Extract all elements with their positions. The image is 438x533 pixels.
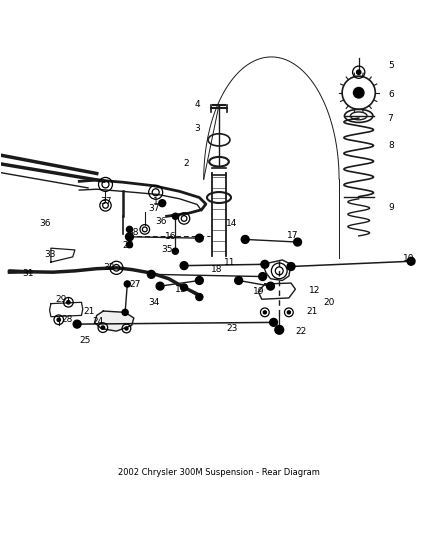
Circle shape xyxy=(270,318,278,326)
Text: 8: 8 xyxy=(389,141,394,150)
Text: 37: 37 xyxy=(148,204,160,213)
Polygon shape xyxy=(95,311,134,331)
Text: 33: 33 xyxy=(44,250,55,259)
Text: 21: 21 xyxy=(306,307,317,316)
Circle shape xyxy=(195,234,203,242)
Circle shape xyxy=(195,277,203,285)
Text: 12: 12 xyxy=(308,286,320,295)
Circle shape xyxy=(287,311,290,314)
Text: 32: 32 xyxy=(103,263,115,272)
Circle shape xyxy=(235,277,243,285)
Text: 29: 29 xyxy=(55,295,67,304)
Circle shape xyxy=(127,227,133,232)
Circle shape xyxy=(156,282,164,290)
Text: 6: 6 xyxy=(389,90,394,99)
Text: 4: 4 xyxy=(194,100,200,109)
Circle shape xyxy=(259,272,267,280)
Text: 1: 1 xyxy=(153,197,159,206)
Text: 20: 20 xyxy=(323,298,335,307)
Circle shape xyxy=(357,70,361,74)
Text: 10: 10 xyxy=(403,254,415,263)
Text: 25: 25 xyxy=(79,336,91,345)
Text: 17: 17 xyxy=(286,231,298,240)
Circle shape xyxy=(241,236,249,244)
Text: 36: 36 xyxy=(155,217,167,226)
Text: 21: 21 xyxy=(83,306,95,316)
Text: 19: 19 xyxy=(175,285,186,294)
Circle shape xyxy=(159,200,166,207)
Circle shape xyxy=(73,320,81,328)
Circle shape xyxy=(196,294,203,301)
Circle shape xyxy=(275,326,284,334)
Circle shape xyxy=(148,270,155,278)
Text: 11: 11 xyxy=(224,257,236,266)
Text: 36: 36 xyxy=(39,219,51,228)
Circle shape xyxy=(67,301,70,304)
Text: 7: 7 xyxy=(388,114,393,123)
Text: 22: 22 xyxy=(296,327,307,336)
Circle shape xyxy=(180,284,187,291)
Circle shape xyxy=(180,262,188,270)
Text: 5: 5 xyxy=(389,61,394,70)
Circle shape xyxy=(353,87,364,98)
Text: 31: 31 xyxy=(22,269,34,278)
Text: 26: 26 xyxy=(123,241,134,250)
Text: 37: 37 xyxy=(101,197,112,206)
Text: 27: 27 xyxy=(130,280,141,289)
Circle shape xyxy=(267,282,275,290)
Text: 18: 18 xyxy=(211,265,223,274)
Circle shape xyxy=(261,261,269,268)
Circle shape xyxy=(57,318,60,321)
Text: 16: 16 xyxy=(165,232,177,241)
Circle shape xyxy=(127,241,133,248)
Text: 14: 14 xyxy=(226,219,237,228)
Circle shape xyxy=(101,326,105,329)
Text: 19: 19 xyxy=(254,287,265,296)
Circle shape xyxy=(293,238,301,246)
Circle shape xyxy=(124,281,131,287)
Circle shape xyxy=(172,248,178,254)
Text: 28: 28 xyxy=(61,315,73,324)
Circle shape xyxy=(287,263,295,270)
Text: 23: 23 xyxy=(226,324,238,333)
Circle shape xyxy=(122,309,128,316)
Text: 9: 9 xyxy=(389,203,394,212)
Circle shape xyxy=(172,213,178,220)
Text: 38: 38 xyxy=(127,228,138,237)
Text: 24: 24 xyxy=(92,318,103,326)
Text: 2002 Chrysler 300M Suspension - Rear Diagram: 2002 Chrysler 300M Suspension - Rear Dia… xyxy=(118,468,320,477)
Circle shape xyxy=(125,327,128,330)
Circle shape xyxy=(263,311,266,314)
Circle shape xyxy=(126,233,134,241)
Text: 35: 35 xyxy=(162,245,173,254)
Text: 2: 2 xyxy=(184,159,189,168)
Text: 3: 3 xyxy=(194,125,200,133)
Circle shape xyxy=(407,257,415,265)
Text: 34: 34 xyxy=(148,298,160,307)
